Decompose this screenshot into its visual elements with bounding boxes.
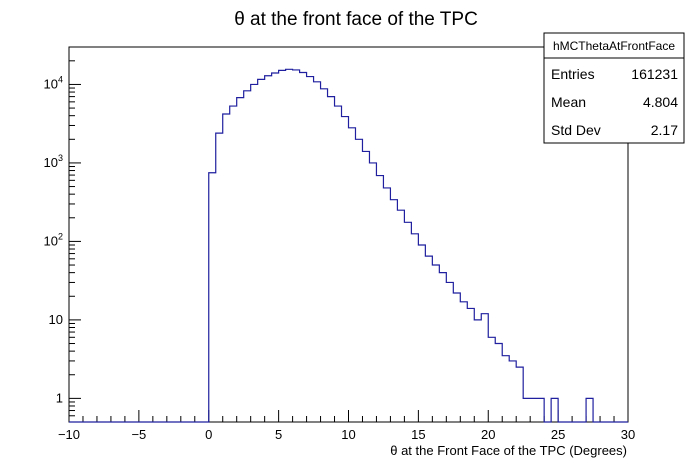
stats-entries-label: Entries: [551, 66, 595, 82]
x-axis-label: θ at the Front Face of the TPC (Degrees): [390, 443, 627, 458]
y-tick-label: 10: [49, 312, 63, 327]
y-tick-label: 102: [44, 231, 63, 248]
stats-histogram-name: hMCThetaAtFrontFace: [553, 39, 675, 53]
stats-std-label: Std Dev: [551, 122, 601, 138]
y-tick-label: 103: [44, 153, 63, 170]
stats-entries-value: 161231: [631, 66, 678, 82]
x-tick-label: 0: [205, 427, 212, 442]
x-tick-label: 5: [275, 427, 282, 442]
x-tick-label: 30: [621, 427, 635, 442]
y-tick-label: 1: [56, 390, 63, 405]
y-axis: 1 10 102 103 104: [44, 46, 81, 423]
x-tick-label: −10: [58, 427, 80, 442]
x-axis: −10 −5 0 5 10 15 20 25 30: [58, 410, 635, 442]
y-tick-label: 104: [44, 74, 63, 91]
x-tick-label: 25: [551, 427, 565, 442]
stats-std-value: 2.17: [651, 122, 678, 138]
stats-box-frame: [543, 32, 685, 144]
chart-title: θ at the front face of the TPC: [234, 9, 478, 30]
x-tick-label: 20: [481, 427, 495, 442]
stats-box: hMCThetaAtFrontFace Entries 161231 Mean …: [543, 32, 685, 144]
x-tick-label: 15: [411, 427, 425, 442]
histogram-line: [69, 68, 628, 423]
x-tick-label: 10: [341, 427, 355, 442]
stats-mean-label: Mean: [551, 94, 586, 110]
stats-mean-value: 4.804: [643, 94, 678, 110]
x-tick-label: −5: [131, 427, 146, 442]
